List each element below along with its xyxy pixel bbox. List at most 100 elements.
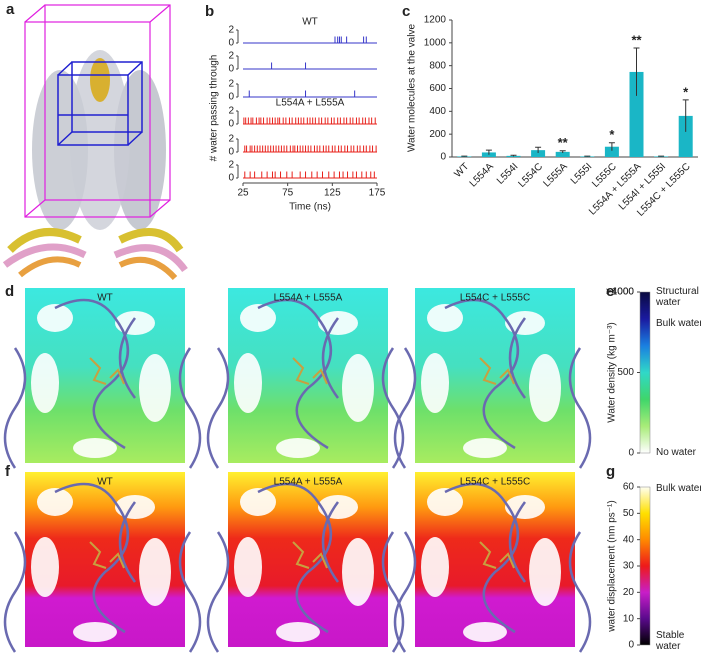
y-tick-label: 2 xyxy=(228,79,234,90)
cavity xyxy=(427,304,463,332)
y-tick-label: 500 xyxy=(617,367,634,378)
y-tick-label: 0 xyxy=(228,64,234,75)
colorbar-annotation: Bulk water xyxy=(656,318,701,329)
x-axis-label: Time (ns) xyxy=(289,202,331,213)
significance: ** xyxy=(558,135,569,150)
cavity xyxy=(73,622,117,642)
panel-label: f xyxy=(5,463,11,480)
error-bar xyxy=(510,154,517,157)
y-tick-label: 1200 xyxy=(424,15,447,26)
ligands xyxy=(292,541,328,569)
error-bar xyxy=(682,99,689,132)
cavity xyxy=(115,311,155,335)
y-tick-label: >4000 xyxy=(606,287,635,298)
bar xyxy=(531,150,546,157)
cavity xyxy=(234,353,262,413)
y-tick-label: 40 xyxy=(623,534,635,545)
ligands xyxy=(89,541,125,569)
structure-a xyxy=(2,4,188,281)
row-label: WT xyxy=(302,17,318,28)
cavity xyxy=(421,537,449,597)
y-tick-label: 1000 xyxy=(612,287,635,298)
helices xyxy=(3,298,202,469)
cavity xyxy=(318,311,358,335)
error-bar xyxy=(658,155,665,157)
x-tick-label: L555A xyxy=(541,161,569,189)
cavity xyxy=(37,488,73,516)
x-tick-label: L554C xyxy=(516,161,545,190)
bar xyxy=(555,151,570,157)
image-title: L554A + L555A xyxy=(274,293,343,304)
significance: * xyxy=(683,84,689,99)
cavity xyxy=(427,488,463,516)
cavity xyxy=(240,304,276,332)
row-label: L554A + L555A xyxy=(276,98,345,109)
cavity xyxy=(73,438,117,458)
ligands xyxy=(89,357,125,385)
ligands xyxy=(292,357,328,385)
error-bar xyxy=(485,149,492,155)
y-tick-label: 10 xyxy=(623,613,635,624)
error-bar xyxy=(584,155,591,157)
cavity xyxy=(276,622,320,642)
y-tick-label: 2 xyxy=(228,160,234,171)
y-tick-label: 800 xyxy=(429,60,446,71)
error-bar xyxy=(608,142,615,151)
simulation-image xyxy=(206,472,405,653)
y-tick-label: 0 xyxy=(228,173,234,184)
panel-label: c xyxy=(402,3,410,20)
bar xyxy=(629,71,644,157)
panel-label: e xyxy=(606,283,614,300)
cavity xyxy=(31,537,59,597)
y-tick-label: 600 xyxy=(429,83,446,94)
cavity xyxy=(115,495,155,519)
y-axis-label: Water density (kg m⁻³) xyxy=(607,322,618,422)
image-title: WT xyxy=(97,477,113,488)
image-title: WT xyxy=(97,293,113,304)
cavity xyxy=(421,353,449,413)
y-tick-label: 1000 xyxy=(424,37,447,48)
x-tick-label: WT xyxy=(453,161,472,180)
y-tick-label: 200 xyxy=(429,129,446,140)
y-axis-label: # water passing through xyxy=(209,55,220,162)
panel-label: d xyxy=(5,283,14,300)
cavity xyxy=(463,622,507,642)
x-tick-label: 175 xyxy=(369,188,386,199)
y-tick-label: 0 xyxy=(628,448,634,459)
image-title: L554C + L555C xyxy=(460,477,530,488)
colorbar-annotation: No water xyxy=(656,447,697,458)
y-tick-label: 0 xyxy=(228,119,234,130)
y-tick-label: 2 xyxy=(228,51,234,62)
cavity xyxy=(342,354,374,422)
simulation-image xyxy=(393,472,592,653)
cavity xyxy=(276,438,320,458)
cavity xyxy=(318,495,358,519)
cavity xyxy=(240,488,276,516)
image-title: L554C + L555C xyxy=(460,293,530,304)
colorbar xyxy=(639,291,651,454)
ligands xyxy=(479,357,515,385)
x-tick-label: L554A xyxy=(468,161,496,189)
significance: ** xyxy=(631,32,642,47)
simulation-image xyxy=(3,288,202,469)
helices xyxy=(206,298,405,469)
x-tick-label: 75 xyxy=(282,188,294,199)
bar xyxy=(678,115,693,157)
cavity xyxy=(139,538,171,606)
cavity xyxy=(463,438,507,458)
x-tick-label: 125 xyxy=(324,188,341,199)
y-tick-label: 2 xyxy=(228,106,234,117)
error-bar xyxy=(535,146,542,154)
cavity xyxy=(505,495,545,519)
ligands xyxy=(479,541,515,569)
y-tick-label: 0 xyxy=(228,147,234,158)
helices xyxy=(3,482,202,653)
y-tick-label: 0 xyxy=(440,152,446,163)
y-tick-label: 0 xyxy=(228,38,234,49)
panel-label: a xyxy=(6,1,15,18)
cavity xyxy=(529,354,561,422)
image-title: L554A + L555A xyxy=(274,477,343,488)
cavity xyxy=(139,354,171,422)
